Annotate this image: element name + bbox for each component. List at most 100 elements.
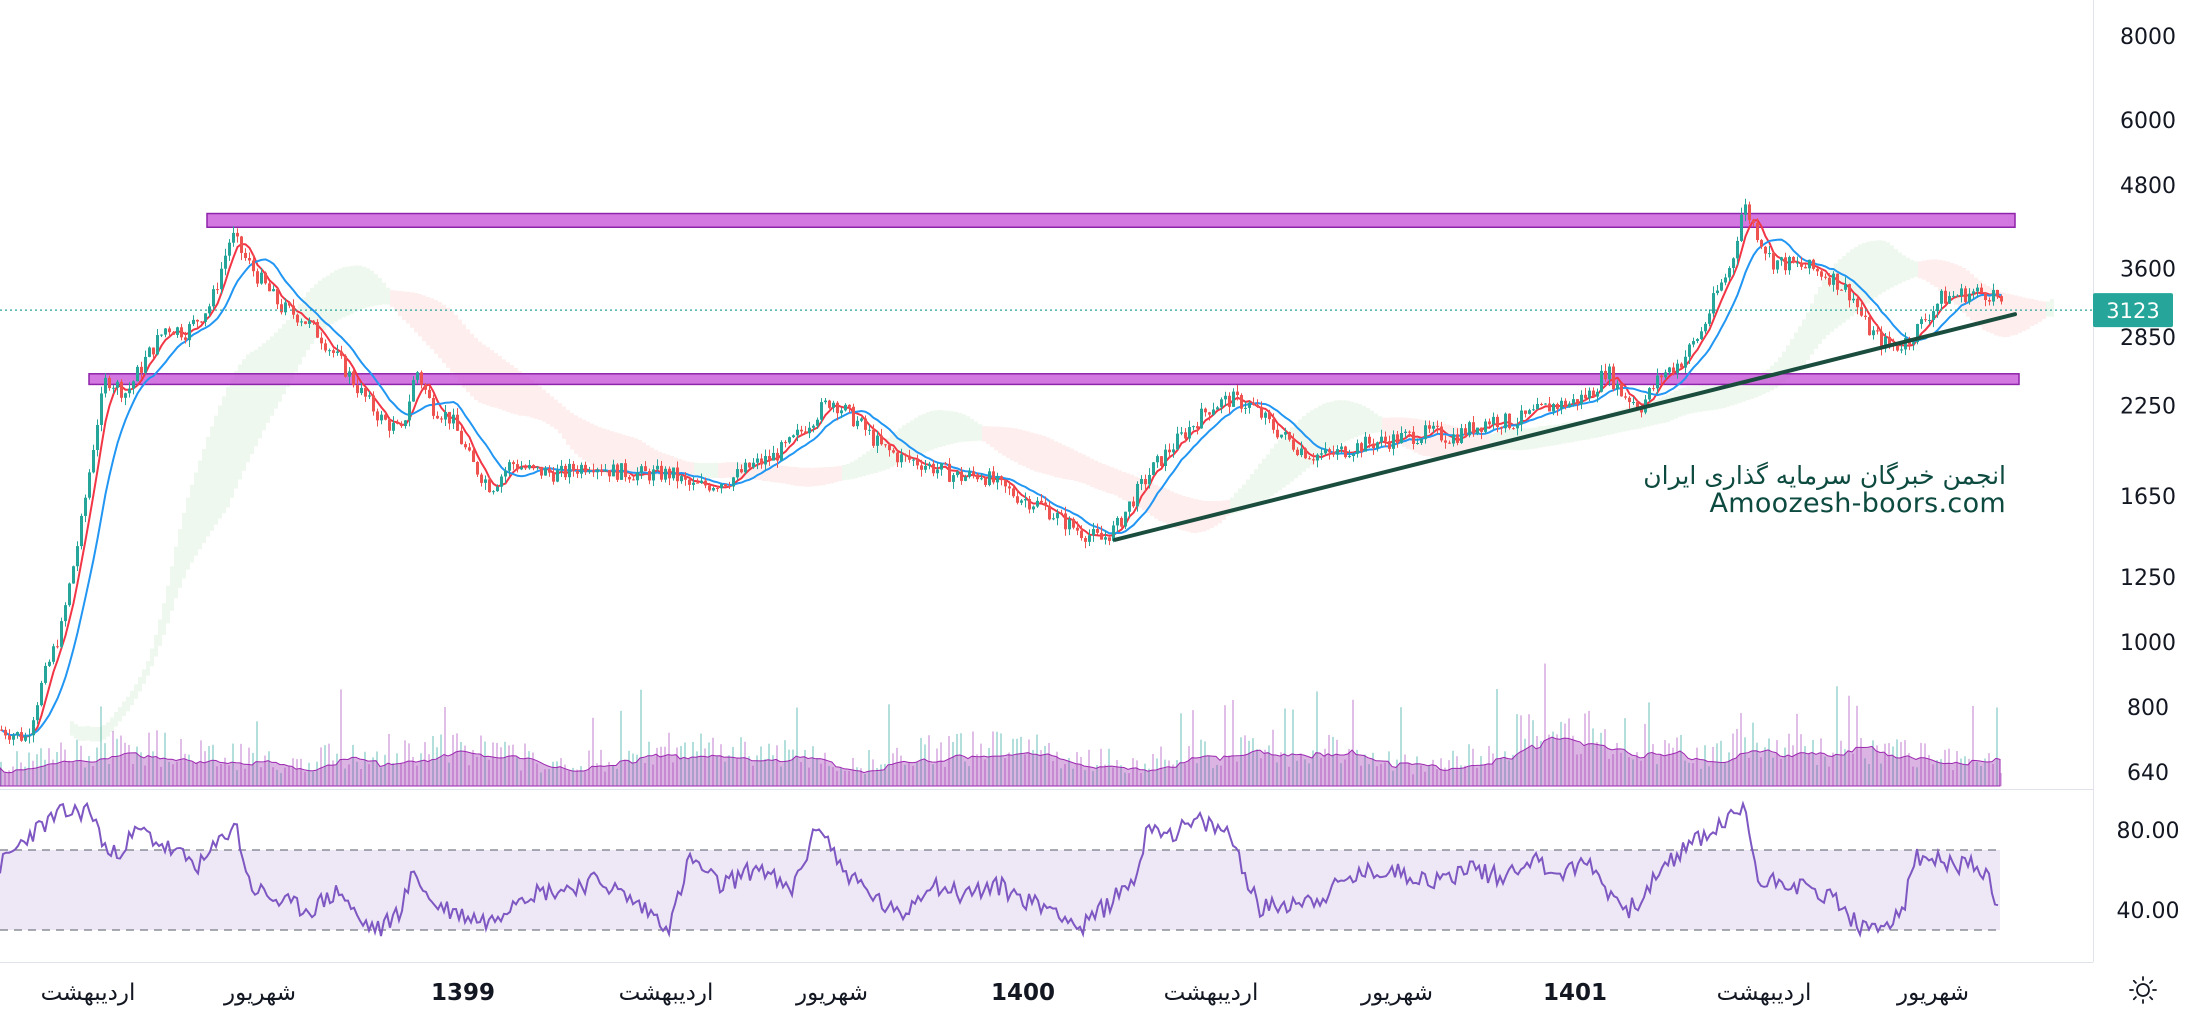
volume-bar: [1788, 733, 1790, 786]
volume-bar: [1136, 760, 1138, 786]
cloud-segment: [1502, 429, 1506, 451]
volume-bar: [1796, 713, 1798, 786]
candle: [12, 733, 15, 746]
cloud-segment: [150, 648, 154, 667]
candle: [360, 382, 363, 396]
volume-bar: [268, 751, 270, 786]
settings-sun-icon[interactable]: [2125, 972, 2161, 1008]
volume-bar: [1784, 747, 1786, 786]
candle: [688, 477, 691, 491]
candle-body: [40, 682, 43, 706]
cloud-segment: [1698, 385, 1702, 412]
pane-separator[interactable]: [0, 789, 2093, 790]
cloud-segment: [1674, 390, 1678, 419]
candle-body: [908, 455, 911, 460]
candle: [1780, 256, 1783, 266]
volume-bar: [1304, 759, 1306, 786]
candle: [1732, 257, 1735, 275]
candle: [1680, 362, 1683, 369]
candle: [548, 465, 551, 477]
candle: [1736, 236, 1739, 266]
candle: [44, 662, 47, 685]
volume-bar: [1536, 736, 1538, 786]
candle-body: [268, 283, 271, 292]
candle-body: [172, 332, 175, 335]
candle-body: [228, 242, 231, 256]
price-axis[interactable]: [2093, 0, 2192, 962]
candle: [1368, 434, 1371, 448]
volume-bar: [88, 756, 90, 786]
candle: [448, 411, 451, 430]
volume-bar: [948, 735, 950, 786]
cloud-segment: [1010, 427, 1014, 461]
candle-body: [1312, 459, 1315, 461]
volume-bar: [552, 761, 554, 786]
candle-body: [600, 469, 603, 472]
volume-bar: [524, 743, 526, 786]
volume-bar: [1728, 752, 1730, 786]
volume-bar: [528, 751, 530, 786]
candle-body: [148, 347, 151, 357]
candle-body: [700, 480, 703, 484]
volume-bar: [1260, 758, 1262, 786]
candle: [1020, 499, 1023, 506]
candle: [1116, 516, 1119, 533]
volume-bar: [1868, 764, 1870, 786]
cloud-segment: [1002, 427, 1006, 456]
candle-body: [944, 463, 947, 465]
cloud-segment: [1818, 286, 1822, 344]
volume-bar: [324, 745, 326, 786]
candle: [932, 460, 935, 477]
volume-bar: [844, 770, 846, 786]
candle-body: [936, 469, 939, 474]
candle-body: [1492, 416, 1495, 425]
cloud-segment: [826, 466, 830, 485]
volume-bar: [1268, 745, 1270, 786]
cloud-segment: [794, 467, 798, 486]
candle: [1008, 481, 1011, 496]
volume-bar: [1568, 718, 1570, 786]
cloud-segment: [566, 409, 570, 445]
candle-body: [52, 646, 55, 662]
volume-bar: [1636, 752, 1638, 786]
volume-bar: [1624, 718, 1626, 786]
volume-bar: [1344, 759, 1346, 786]
cloud-segment: [590, 423, 594, 465]
candle: [1860, 301, 1863, 317]
candle-body: [1956, 295, 1959, 297]
cloud-segment: [1462, 429, 1466, 454]
cloud-segment: [242, 359, 246, 471]
candle: [156, 328, 159, 356]
cloud-segment: [1570, 421, 1574, 443]
volume-bar: [480, 735, 482, 786]
candle: [1308, 455, 1311, 460]
cloud-segment: [1738, 379, 1742, 403]
candle: [1188, 420, 1191, 442]
candle-body: [1640, 407, 1643, 413]
cloud-segment: [1690, 386, 1694, 414]
candle-body: [768, 455, 771, 461]
candle-body: [1432, 425, 1435, 429]
cloud-segment: [478, 341, 482, 403]
candle: [68, 582, 71, 607]
candle: [1816, 267, 1819, 277]
time-axis[interactable]: [0, 962, 2093, 1018]
candle-body: [1928, 319, 1931, 321]
candle-body: [1836, 273, 1839, 290]
candle-body: [1212, 409, 1215, 415]
cloud-segment: [694, 462, 698, 478]
volume-bar: [560, 758, 562, 786]
volume-bar: [1320, 758, 1322, 786]
candle: [620, 463, 623, 481]
volume-bar: [1532, 720, 1534, 786]
volume-bar: [168, 761, 170, 786]
volume-bar: [1220, 765, 1222, 786]
candle-body: [1440, 426, 1443, 441]
cloud-segment: [1118, 470, 1122, 498]
cloud-segment: [110, 717, 114, 733]
cloud-segment: [1734, 380, 1738, 405]
candle-body: [968, 471, 971, 477]
volume-bar: [72, 762, 74, 786]
